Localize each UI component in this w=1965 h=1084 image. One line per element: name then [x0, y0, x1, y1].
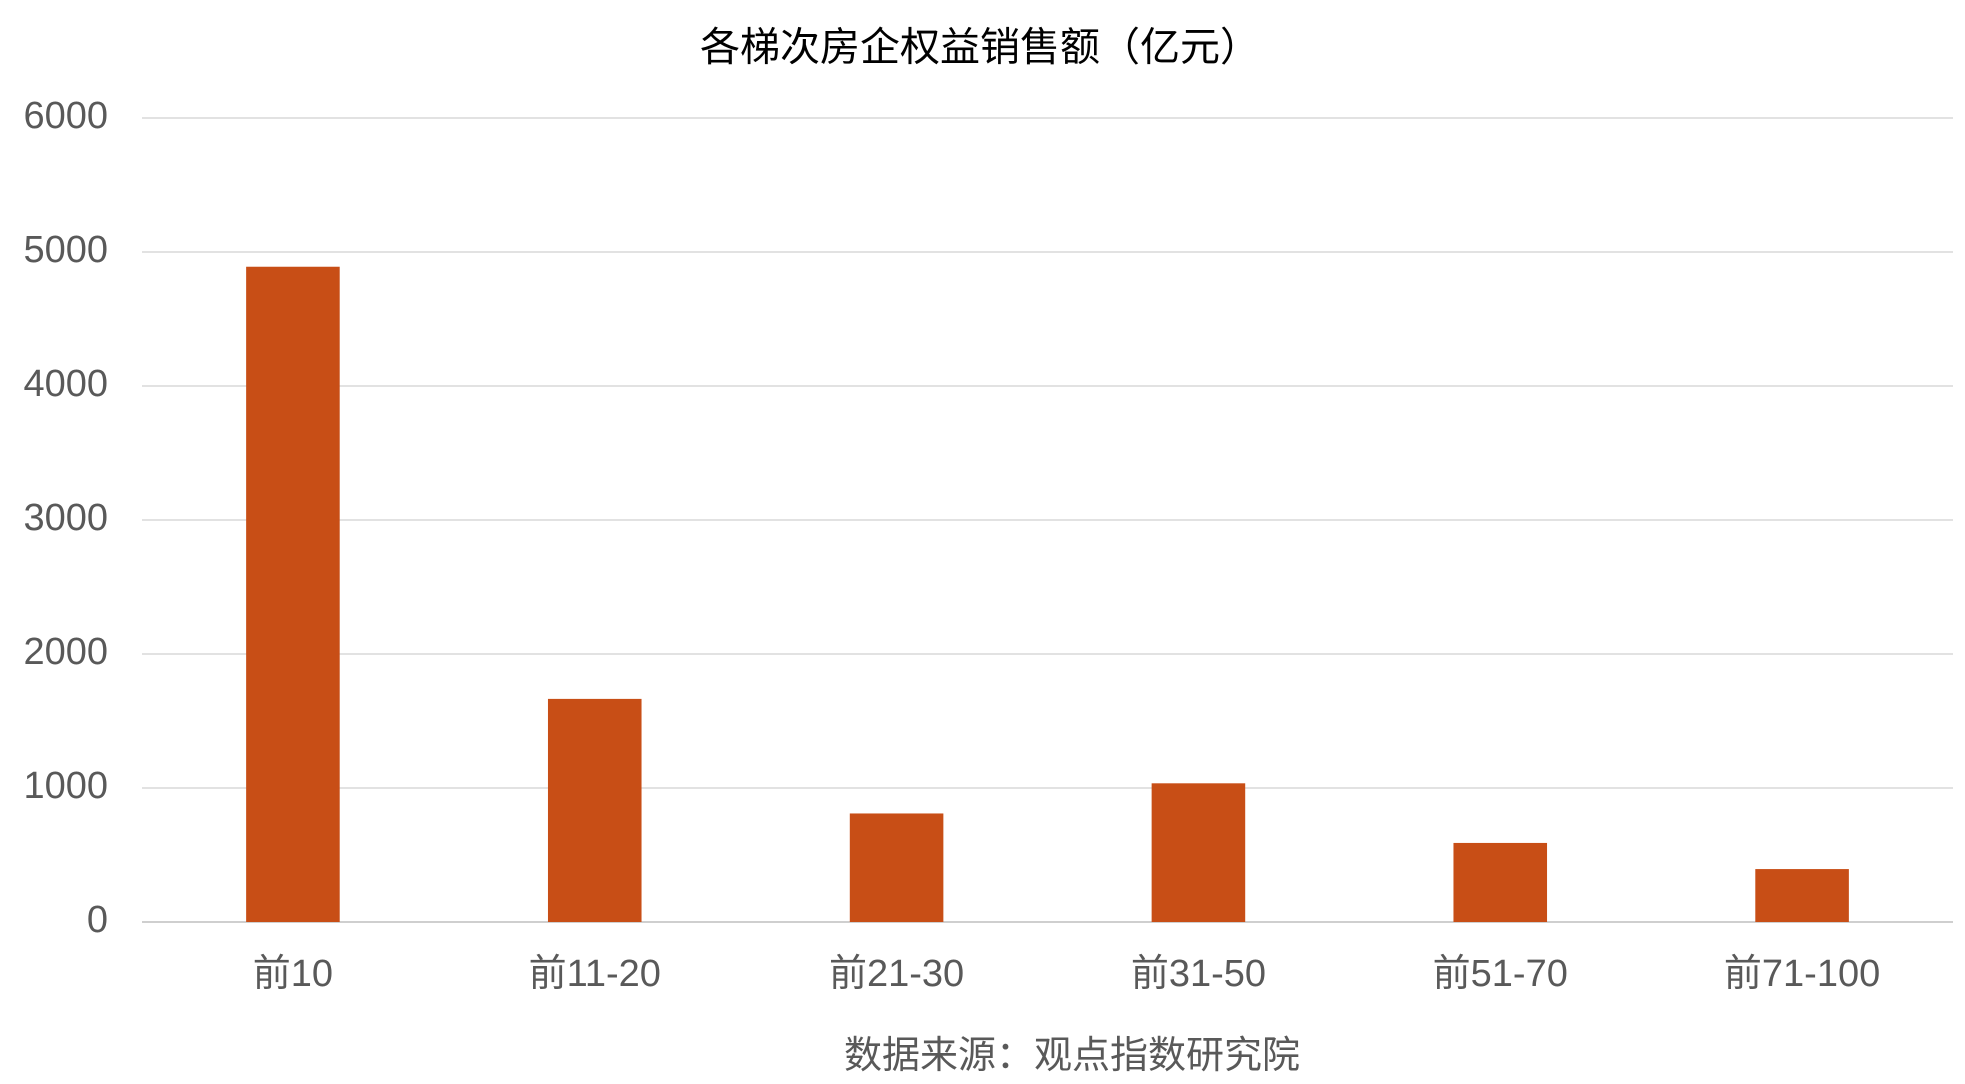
bar	[1755, 869, 1849, 922]
bar	[547, 698, 642, 922]
y-tick-label: 4000	[23, 363, 108, 405]
x-tick-label: 前11-20	[529, 953, 661, 995]
bar	[849, 813, 944, 922]
chart-title: 各梯次房企权益销售额（亿元）	[700, 26, 1260, 70]
y-tick-label: 0	[87, 899, 108, 941]
y-tick-label: 5000	[23, 229, 108, 271]
source-note: 数据来源：观点指数研究院	[844, 1035, 1300, 1077]
y-tick-label: 6000	[23, 95, 108, 137]
y-tick-label: 1000	[23, 765, 108, 807]
x-tick-label: 前21-30	[829, 953, 964, 995]
x-tick-label: 前71-100	[1724, 953, 1880, 995]
bar	[1151, 783, 1246, 922]
x-tick-label: 前51-70	[1433, 953, 1568, 995]
x-tick-label: 前31-50	[1131, 953, 1266, 995]
bar	[246, 266, 340, 922]
bar	[1453, 842, 1548, 922]
x-tick-label: 前10	[253, 953, 333, 995]
y-tick-label: 3000	[23, 497, 108, 539]
y-tick-label: 2000	[23, 631, 108, 673]
